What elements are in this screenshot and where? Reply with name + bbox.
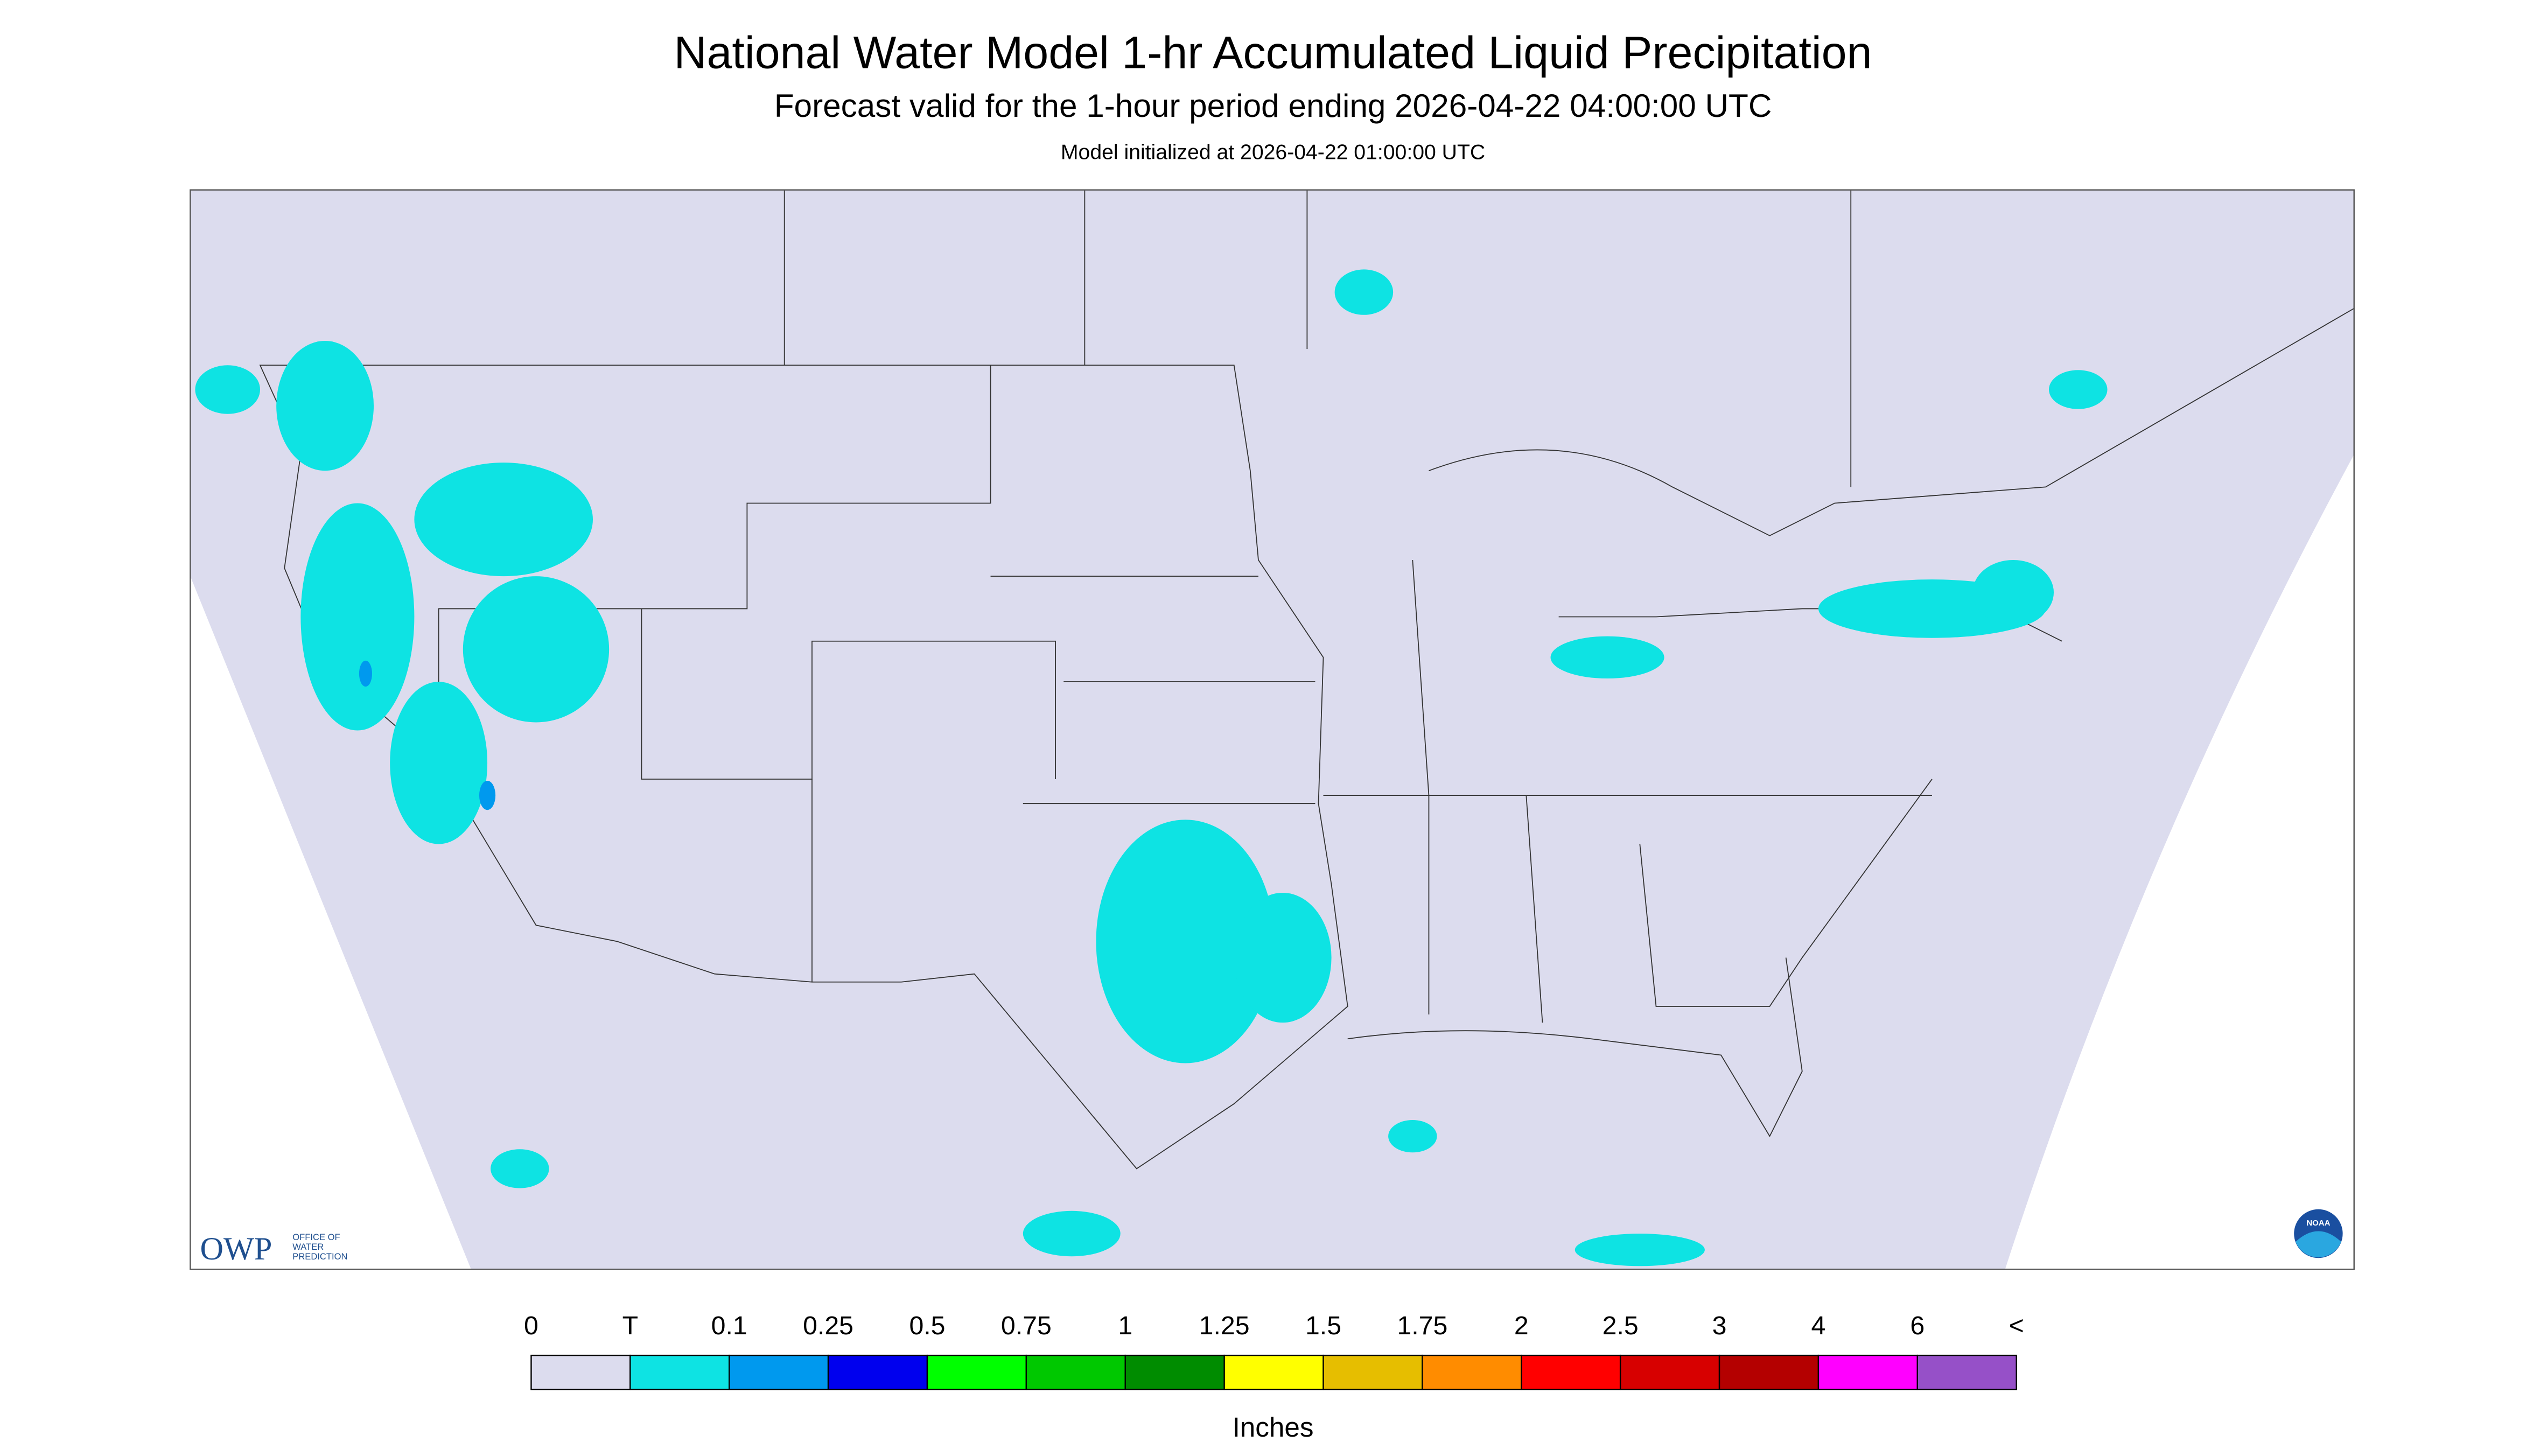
legend-swatch bbox=[629, 1354, 730, 1390]
legend-swatch bbox=[827, 1354, 928, 1390]
logo-line: PREDICTION bbox=[292, 1251, 347, 1262]
legend-label: T bbox=[622, 1311, 638, 1340]
projection-edge-left bbox=[190, 576, 471, 1270]
legend-label: 0.1 bbox=[711, 1311, 747, 1340]
legend-swatch bbox=[1916, 1354, 2017, 1390]
projection-edge-right bbox=[2005, 454, 2354, 1270]
legend-swatch bbox=[1323, 1354, 1423, 1390]
logo-name: OWP bbox=[200, 1231, 272, 1267]
noaa-text: NOAA bbox=[2306, 1219, 2330, 1228]
legend-label: 4 bbox=[1811, 1311, 1826, 1340]
legend-swatch bbox=[926, 1354, 1027, 1390]
legend-swatch bbox=[1718, 1354, 1820, 1390]
legend: 0 T 0.1 0.25 0.5 0.75 1 1.25 1.5 1.75 2 2.5 3 4 6 < bbox=[524, 1311, 2024, 1390]
legend-label: 0.25 bbox=[803, 1311, 853, 1340]
legend-swatch bbox=[1619, 1354, 1720, 1390]
legend-label: 0 bbox=[524, 1311, 538, 1340]
noaa-wave bbox=[2296, 1231, 2341, 1258]
logo-line: WATER bbox=[292, 1242, 324, 1252]
legend-swatch bbox=[530, 1354, 631, 1390]
legend-label: 1.75 bbox=[1397, 1311, 1447, 1340]
legend-swatch bbox=[1223, 1354, 1324, 1390]
legend-label: 3 bbox=[1712, 1311, 1727, 1340]
legend-label: 1.5 bbox=[1305, 1311, 1341, 1340]
legend-label: < bbox=[2009, 1311, 2024, 1340]
precipitation bbox=[195, 269, 2108, 1266]
subtitle: Forecast valid for the 1-hour period end… bbox=[774, 87, 1772, 124]
legend-label: 2.5 bbox=[1603, 1311, 1639, 1340]
legend-swatch bbox=[1521, 1354, 1621, 1390]
borders bbox=[259, 190, 2355, 1170]
map-frame bbox=[190, 189, 2355, 1270]
init-note: Model initialized at 2026-04-22 01:00:00… bbox=[1061, 141, 1485, 164]
legend-swatch bbox=[1422, 1354, 1522, 1390]
legend-swatch bbox=[728, 1354, 829, 1390]
legend-label: 6 bbox=[1910, 1311, 1925, 1340]
legend-label: 1 bbox=[1118, 1311, 1132, 1340]
title: National Water Model 1-hr Accumulated Li… bbox=[674, 27, 1872, 78]
legend-label: 1.25 bbox=[1199, 1311, 1250, 1340]
logo-line: OFFICE OF bbox=[292, 1232, 340, 1242]
legend-label: 2 bbox=[1514, 1311, 1529, 1340]
map-background bbox=[190, 190, 2354, 1270]
map: OWP OFFICE OF WATER PREDICTION NOAA bbox=[190, 189, 2355, 1270]
legend-units: Inches bbox=[1233, 1412, 1314, 1443]
legend-swatch bbox=[1817, 1354, 1919, 1390]
legend-swatch bbox=[1025, 1354, 1126, 1390]
legend-label: 0.75 bbox=[1001, 1311, 1052, 1340]
legend-swatch bbox=[1124, 1354, 1225, 1390]
legend-label: 0.5 bbox=[909, 1311, 945, 1340]
